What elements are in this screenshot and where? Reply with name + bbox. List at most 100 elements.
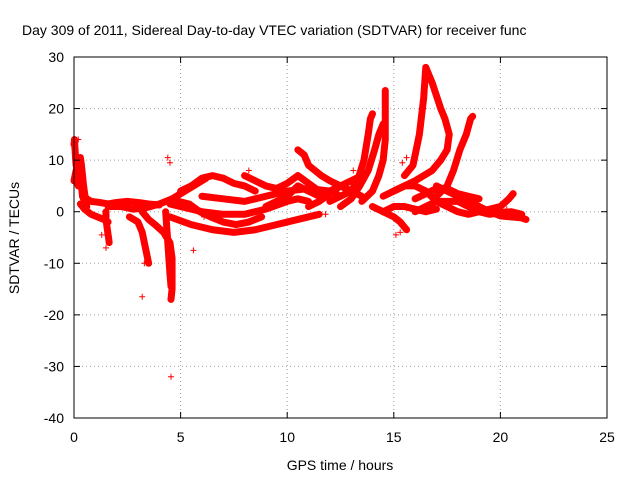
sdtvar-point	[326, 188, 333, 195]
sdtvar-point	[354, 177, 361, 184]
sdtvar-point	[102, 216, 109, 223]
sdtvar-point	[241, 172, 248, 179]
sdtvar-outlier-point	[168, 373, 175, 380]
sdtvar-point	[429, 79, 436, 86]
sdtvar-point	[166, 213, 173, 220]
sdtvar-point	[220, 211, 227, 218]
sdtvar-point	[143, 204, 150, 211]
sdtvar-point	[126, 213, 133, 220]
y-tick-label: -30	[44, 358, 64, 374]
sdtvar-point	[444, 198, 451, 205]
sdtvar-point	[262, 182, 269, 189]
sdtvar-point	[433, 206, 440, 213]
sdtvar-point	[326, 177, 333, 184]
sdtvar-outlier-point	[130, 200, 137, 207]
sdtvar-point	[79, 172, 86, 179]
x-tick-label: 25	[599, 429, 615, 445]
sdtvar-point	[72, 172, 79, 179]
sdtvar-point	[444, 203, 451, 210]
sdtvar-point	[78, 182, 85, 189]
y-tick-label: 10	[48, 152, 64, 168]
sdtvar-outlier-point	[503, 206, 510, 213]
sdtvar-point	[437, 157, 444, 164]
sdtvar-point	[96, 199, 103, 206]
sdtvar-point	[365, 167, 372, 174]
sdtvar-point	[141, 239, 148, 246]
sdtvar-outlier-point	[102, 244, 109, 251]
sdtvar-point	[358, 172, 365, 179]
sdtvar-point	[390, 213, 397, 220]
sdtvar-outlier-point	[286, 219, 293, 226]
sdtvar-point	[188, 221, 195, 228]
sdtvar-point	[382, 100, 389, 107]
sdtvar-point	[456, 146, 463, 153]
sdtvar-point	[252, 188, 259, 195]
sdtvar-point	[358, 193, 365, 200]
sdtvar-point	[198, 175, 205, 182]
sdtvar-point	[168, 283, 175, 290]
sdtvar-point	[337, 182, 344, 189]
sdtvar-point	[337, 193, 344, 200]
sdtvar-point	[230, 229, 237, 236]
sdtvar-point	[143, 249, 150, 256]
sdtvar-point	[252, 177, 259, 184]
plot-frame	[73, 56, 608, 419]
sdtvar-point	[175, 198, 182, 205]
sdtvar-point	[207, 213, 214, 220]
sdtvar-point	[209, 226, 216, 233]
sdtvar-point	[294, 146, 301, 153]
sdtvar-point	[444, 188, 451, 195]
sdtvar-point	[152, 221, 159, 228]
sdtvar-point	[94, 213, 101, 220]
sdtvar-point	[412, 206, 419, 213]
sdtvar-point	[220, 175, 227, 182]
sdtvar-point	[433, 193, 440, 200]
sdtvar-point	[209, 172, 216, 179]
sdtvar-point	[380, 193, 387, 200]
sdtvar-point	[105, 203, 112, 210]
sdtvar-point	[134, 219, 141, 226]
sdtvar-outlier-point	[190, 247, 197, 254]
sdtvar-outlier-point	[403, 154, 410, 161]
sdtvar-outlier-point	[245, 167, 252, 174]
axis-ticks: 0 5 10 15 20 25 -40 -30 -20 -10 0 10 20 30	[44, 49, 615, 445]
sdtvar-point	[420, 172, 427, 179]
sdtvar-point	[380, 157, 387, 164]
x-tick-label: 15	[386, 429, 402, 445]
sdtvar-point	[188, 182, 195, 189]
sdtvar-point	[166, 200, 173, 207]
sdtvar-point	[198, 193, 205, 200]
sdtvar-point	[220, 195, 227, 202]
sdtvar-point	[369, 188, 376, 195]
sdtvar-point	[412, 177, 419, 184]
grid-lines	[74, 57, 607, 418]
sdtvar-point	[367, 115, 374, 122]
sdtvar-point	[365, 131, 372, 138]
sdtvar-point	[102, 208, 109, 215]
sdtvar-point	[81, 198, 88, 205]
sdtvar-outlier-point	[350, 167, 357, 174]
sdtvar-outlier-point	[399, 159, 406, 166]
sdtvar-point	[188, 206, 195, 213]
sdtvar-point	[437, 105, 444, 112]
sdtvar-point	[163, 224, 170, 231]
sdtvar-point	[294, 195, 301, 202]
sdtvar-point	[450, 167, 457, 174]
sdtvar-point	[412, 182, 419, 189]
sdtvar-track-t17	[262, 182, 366, 211]
y-tick-label: 0	[56, 204, 64, 220]
sdtvar-point	[220, 219, 227, 226]
sdtvar-point	[454, 208, 461, 215]
sdtvar-point	[401, 172, 408, 179]
sdtvar-point	[356, 182, 363, 189]
sdtvar-point	[241, 182, 248, 189]
sdtvar-point	[486, 206, 493, 213]
sdtvar-point	[169, 286, 176, 293]
sdtvar-point	[139, 208, 146, 215]
sdtvar-point	[284, 198, 291, 205]
y-tick-label: -20	[44, 307, 64, 323]
x-tick-label: 0	[70, 429, 78, 445]
sdtvar-point	[113, 199, 120, 206]
x-tick-label: 10	[279, 429, 295, 445]
